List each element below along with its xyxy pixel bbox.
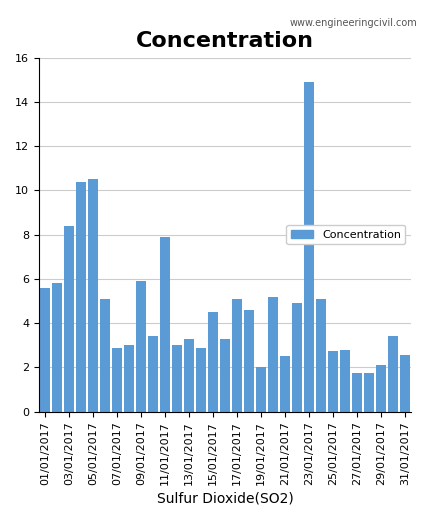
- Bar: [136, 281, 146, 412]
- Bar: [52, 283, 62, 412]
- Bar: [352, 373, 362, 412]
- Bar: [184, 339, 194, 412]
- Bar: [220, 339, 230, 412]
- Bar: [292, 303, 302, 412]
- Bar: [364, 373, 374, 412]
- Bar: [280, 356, 290, 412]
- Bar: [100, 299, 109, 412]
- Bar: [376, 365, 386, 412]
- Title: Concentration: Concentration: [136, 31, 314, 50]
- Bar: [196, 347, 206, 412]
- Text: www.engineeringcivil.com: www.engineeringcivil.com: [290, 18, 417, 28]
- Bar: [328, 351, 338, 412]
- Bar: [388, 336, 398, 412]
- Bar: [160, 237, 170, 412]
- Bar: [76, 181, 86, 412]
- Bar: [400, 355, 410, 412]
- Bar: [232, 299, 242, 412]
- Bar: [124, 345, 134, 412]
- Bar: [304, 82, 314, 412]
- Bar: [244, 310, 254, 412]
- X-axis label: Sulfur Dioxide(SO2): Sulfur Dioxide(SO2): [156, 491, 293, 505]
- Bar: [88, 179, 98, 412]
- Bar: [268, 297, 278, 412]
- Bar: [316, 299, 326, 412]
- Bar: [112, 347, 122, 412]
- Legend: Concentration: Concentration: [286, 225, 406, 244]
- Bar: [256, 368, 266, 412]
- Bar: [148, 336, 158, 412]
- Bar: [208, 312, 218, 412]
- Bar: [340, 350, 350, 412]
- Bar: [40, 288, 50, 412]
- Bar: [172, 345, 182, 412]
- Bar: [64, 226, 74, 412]
